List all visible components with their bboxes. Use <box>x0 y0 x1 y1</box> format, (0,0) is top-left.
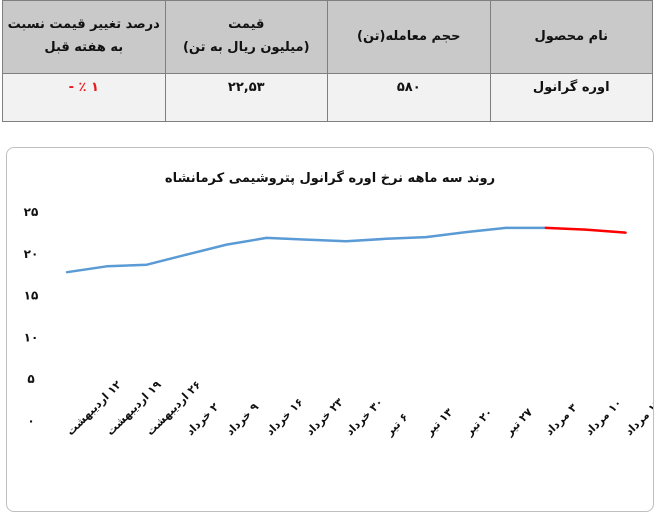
x-tick-label: ۶ تیر <box>382 411 410 439</box>
data-point <box>584 228 587 231</box>
data-point <box>544 226 547 230</box>
data-point <box>305 238 308 241</box>
header-volume: حجم معامله(تن) <box>327 0 491 74</box>
data-point <box>225 243 228 246</box>
data-point <box>504 226 508 230</box>
table-header-row: نام محصول حجم معامله(تن) قیمت (میلیون ریا… <box>2 0 653 74</box>
line-chart: روند سه ماهه نرخ اوره گرانول پتروشیمی کر… <box>24 170 653 439</box>
x-tick-label: ۱۶ خرداد <box>263 396 306 439</box>
y-tick-label: ۱۵ <box>24 289 39 303</box>
x-tick-label: ۳۰ خرداد <box>343 396 386 439</box>
x-tick-label: ۲۰ تیر <box>462 406 495 439</box>
data-point <box>185 253 188 256</box>
y-tick-label: ۵ <box>27 372 34 386</box>
x-tick-label: ۱۷ مرداد <box>623 396 653 438</box>
cell-change: ۱ ٪ - <box>2 73 166 122</box>
price-table: نام محصول حجم معامله(تن) قیمت (میلیون ریا… <box>2 0 653 122</box>
data-point <box>105 265 109 268</box>
table-row: اوره گرانول ۵۸۰ ۲۲,۵۳ ۱ ٪ - <box>2 73 653 122</box>
data-point <box>145 263 148 266</box>
y-tick-label: ۰ <box>27 414 34 428</box>
header-change: درصد تغییر قیمت نسبت به هفته قبل <box>2 0 166 74</box>
data-point <box>65 270 69 274</box>
x-tick-label: ۲۷ تیر <box>502 406 535 439</box>
data-point <box>424 235 428 239</box>
header-price-title: قیمت <box>228 17 265 33</box>
y-tick-label: ۱۰ <box>24 330 39 344</box>
cell-volume: ۵۸۰ <box>327 73 491 122</box>
x-tick-label: ۳ مرداد <box>543 401 580 438</box>
data-point <box>345 240 348 243</box>
data-point <box>464 230 468 234</box>
cell-price: ۲۲,۵۳ <box>164 73 328 122</box>
y-tick-label: ۲۰ <box>24 247 39 261</box>
data-point <box>265 236 268 240</box>
cell-product: اوره گرانول <box>489 73 653 122</box>
x-tick-label: ۱۳ تیر <box>422 406 455 439</box>
series-line-main <box>66 226 546 274</box>
x-tick-label: ۲ خرداد <box>184 400 222 438</box>
header-price: قیمت (میلیون ریال به تن) <box>164 0 328 74</box>
data-point <box>385 237 388 240</box>
chart-title: روند سه ماهه نرخ اوره گرانول پتروشیمی کر… <box>165 170 495 186</box>
header-product: نام محصول <box>489 0 653 74</box>
chart-container: روند سه ماهه نرخ اوره گرانول پتروشیمی کر… <box>6 147 654 512</box>
header-price-unit: (میلیون ریال به تن) <box>182 40 310 55</box>
y-tick-label: ۲۵ <box>24 205 39 219</box>
x-tick-label: ۱۰ مرداد <box>583 396 625 438</box>
data-point <box>624 231 627 234</box>
x-tick-label: ۹ خرداد <box>224 400 262 438</box>
x-tick-label: ۲۳ خرداد <box>303 395 346 438</box>
